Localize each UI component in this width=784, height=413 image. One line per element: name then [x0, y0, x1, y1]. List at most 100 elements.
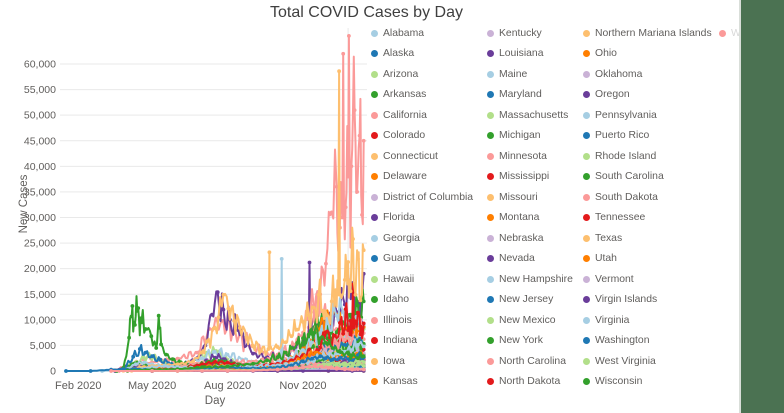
data-point-marker[interactable]: [313, 350, 318, 355]
data-point-marker[interactable]: [131, 354, 136, 359]
data-point-marker[interactable]: [307, 364, 312, 369]
data-point-marker[interactable]: [350, 361, 355, 366]
data-point-marker[interactable]: [319, 365, 324, 369]
data-point-marker[interactable]: [275, 355, 280, 360]
data-point-marker[interactable]: [210, 312, 214, 317]
legend-item-california[interactable]: California: [371, 105, 473, 126]
data-point-marker[interactable]: [211, 326, 216, 331]
data-point-marker[interactable]: [162, 364, 167, 368]
data-point-marker[interactable]: [358, 298, 363, 303]
data-point-marker[interactable]: [350, 348, 355, 352]
data-point-marker[interactable]: [221, 307, 226, 312]
data-point-marker[interactable]: [324, 356, 328, 361]
legend-item-minnesota[interactable]: Minnesota: [487, 146, 573, 167]
legend-item-oklahoma[interactable]: Oklahoma: [583, 64, 712, 85]
legend-item-district-of-columbia[interactable]: District of Columbia: [371, 187, 473, 208]
legend-item-virginia[interactable]: Virginia: [583, 310, 712, 331]
data-point-marker[interactable]: [340, 215, 345, 220]
legend-item-montana[interactable]: Montana: [487, 208, 573, 229]
legend-item-connecticut[interactable]: Connecticut: [371, 146, 473, 167]
data-point-marker[interactable]: [143, 327, 148, 331]
data-point-marker[interactable]: [342, 210, 346, 215]
data-point-marker[interactable]: [333, 288, 338, 293]
data-point-marker[interactable]: [307, 260, 312, 265]
data-point-marker[interactable]: [310, 340, 314, 345]
data-point-marker[interactable]: [306, 332, 311, 337]
data-point-marker[interactable]: [361, 360, 366, 364]
data-point-marker[interactable]: [361, 367, 366, 372]
data-point-marker[interactable]: [329, 210, 334, 215]
legend-item-north-carolina[interactable]: North Carolina: [487, 351, 573, 372]
data-point-marker[interactable]: [289, 366, 294, 371]
data-point-marker[interactable]: [324, 313, 329, 318]
data-point-marker[interactable]: [343, 307, 348, 311]
data-point-marker[interactable]: [267, 250, 272, 255]
legend-item-alabama[interactable]: Alabama: [371, 23, 473, 44]
data-point-marker[interactable]: [350, 353, 355, 357]
data-point-marker[interactable]: [295, 341, 300, 345]
legend-item-kansas[interactable]: Kansas: [371, 372, 473, 393]
data-point-marker[interactable]: [283, 340, 288, 345]
legend-item-new-jersey[interactable]: New Jersey: [487, 290, 573, 311]
data-point-marker[interactable]: [356, 310, 360, 315]
data-point-marker[interactable]: [347, 169, 352, 174]
legend-item-colorado[interactable]: Colorado: [371, 126, 473, 147]
data-point-marker[interactable]: [312, 330, 317, 335]
legend-item-tennessee[interactable]: Tennessee: [583, 208, 712, 229]
data-point-marker[interactable]: [237, 326, 242, 330]
legend-item-wisconsin[interactable]: Wisconsin: [583, 372, 712, 393]
data-point-marker[interactable]: [361, 347, 366, 352]
legend-item-north-dakota[interactable]: North Dakota: [487, 372, 573, 393]
legend-item-washington[interactable]: Washington: [583, 331, 712, 352]
data-point-marker[interactable]: [279, 257, 284, 261]
legend-item-west-virginia[interactable]: West Virginia: [583, 351, 712, 372]
data-point-marker[interactable]: [289, 363, 294, 368]
legend-item-maryland[interactable]: Maryland: [487, 85, 573, 106]
legend-item-mississippi[interactable]: Mississippi: [487, 167, 573, 188]
data-point-marker[interactable]: [361, 364, 366, 368]
data-point-marker[interactable]: [318, 331, 323, 335]
data-point-marker[interactable]: [259, 349, 264, 353]
data-point-marker[interactable]: [350, 367, 355, 372]
data-point-marker[interactable]: [149, 334, 154, 339]
data-point-marker[interactable]: [109, 369, 113, 373]
data-point-marker[interactable]: [358, 332, 363, 337]
legend-item-florida[interactable]: Florida: [371, 208, 473, 229]
data-point-marker[interactable]: [251, 368, 255, 373]
data-point-marker[interactable]: [316, 292, 321, 297]
data-point-marker[interactable]: [306, 313, 311, 318]
data-point-marker[interactable]: [289, 346, 294, 350]
data-point-marker[interactable]: [301, 369, 305, 373]
data-point-marker[interactable]: [324, 261, 328, 266]
data-point-marker[interactable]: [301, 359, 305, 364]
data-point-marker[interactable]: [199, 350, 204, 355]
data-point-marker[interactable]: [301, 365, 305, 370]
data-point-marker[interactable]: [310, 356, 314, 361]
data-point-marker[interactable]: [360, 213, 364, 217]
data-point-marker[interactable]: [195, 350, 200, 355]
data-point-marker[interactable]: [338, 292, 342, 297]
data-point-marker[interactable]: [338, 350, 343, 354]
data-point-marker[interactable]: [205, 339, 209, 344]
data-point-marker[interactable]: [265, 358, 269, 363]
legend-item-vermont[interactable]: Vermont: [583, 269, 712, 290]
data-point-marker[interactable]: [326, 369, 331, 373]
data-point-marker[interactable]: [200, 365, 205, 370]
data-point-marker[interactable]: [348, 289, 353, 294]
data-point-marker[interactable]: [170, 357, 175, 362]
data-point-marker[interactable]: [200, 362, 205, 367]
data-point-marker[interactable]: [356, 367, 360, 371]
legend-item-new-york[interactable]: New York: [487, 331, 573, 352]
legend-item-new-mexico[interactable]: New Mexico: [487, 310, 573, 331]
data-point-marker[interactable]: [191, 359, 196, 364]
data-point-marker[interactable]: [361, 354, 366, 359]
data-point-marker[interactable]: [324, 330, 328, 334]
data-point-marker[interactable]: [88, 369, 93, 373]
data-point-marker[interactable]: [318, 345, 323, 350]
data-point-marker[interactable]: [225, 364, 230, 369]
data-point-marker[interactable]: [150, 354, 155, 359]
data-point-marker[interactable]: [283, 350, 288, 355]
data-point-marker[interactable]: [324, 341, 328, 345]
legend-item-iowa[interactable]: Iowa: [371, 351, 473, 372]
data-point-marker[interactable]: [133, 362, 138, 367]
